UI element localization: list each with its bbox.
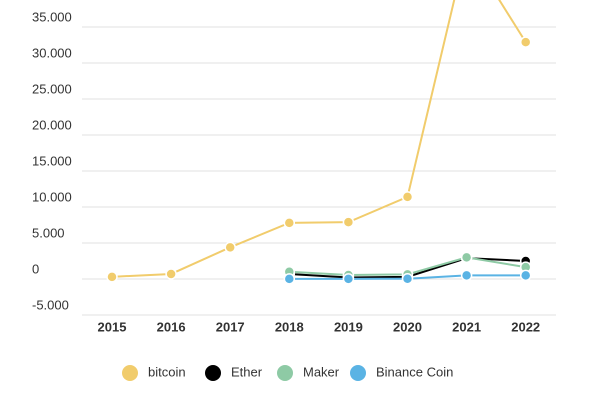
legend-label: Ether xyxy=(231,364,263,379)
x-tick-label: 2019 xyxy=(334,319,363,334)
legend-marker xyxy=(277,365,293,381)
legend-label: Maker xyxy=(303,364,340,379)
data-point xyxy=(519,269,532,282)
data-point xyxy=(283,273,296,285)
x-tick-label: 2018 xyxy=(275,319,304,334)
data-point xyxy=(165,268,177,280)
data-point xyxy=(519,36,532,48)
x-tick-label: 2022 xyxy=(511,319,540,334)
data-point xyxy=(460,251,473,264)
y-tick-label: 20.000 xyxy=(32,117,72,132)
data-point xyxy=(401,191,414,203)
x-tick-label: 2017 xyxy=(216,319,245,334)
data-point xyxy=(342,216,355,228)
x-tick-label: 2020 xyxy=(393,319,422,334)
grid: -5.000 0 5.000 10.000 15.000 20.000 25.000 30.0… xyxy=(32,9,556,334)
y-tick-label: 30.000 xyxy=(32,45,72,60)
plot xyxy=(106,0,532,285)
y-tick-label: 35.000 xyxy=(32,9,72,24)
data-point xyxy=(460,269,473,282)
legend-marker xyxy=(205,365,221,381)
legend: bitcoin Ether Maker Binance Coin xyxy=(122,364,453,381)
x-tick-label: 2016 xyxy=(157,319,186,334)
legend-marker xyxy=(350,365,366,381)
series-line xyxy=(111,0,527,278)
y-tick-label: 5.000 xyxy=(32,225,65,240)
y-tick-label: 25.000 xyxy=(32,81,72,96)
y-tick-label: -5.000 xyxy=(32,297,69,312)
y-tick-label: 15.000 xyxy=(32,153,72,168)
data-point xyxy=(283,217,296,229)
x-tick-label: 2015 xyxy=(98,319,127,334)
legend-marker xyxy=(122,365,138,381)
legend-label: Binance Coin xyxy=(376,364,453,379)
data-point xyxy=(224,241,236,254)
data-point xyxy=(106,271,118,283)
y-tick-label: 0 xyxy=(32,261,39,276)
data-point xyxy=(401,272,414,285)
y-tick-label: 10.000 xyxy=(32,189,72,204)
legend-label: bitcoin xyxy=(148,364,186,379)
data-point xyxy=(342,273,355,285)
x-tick-label: 2021 xyxy=(452,319,481,334)
